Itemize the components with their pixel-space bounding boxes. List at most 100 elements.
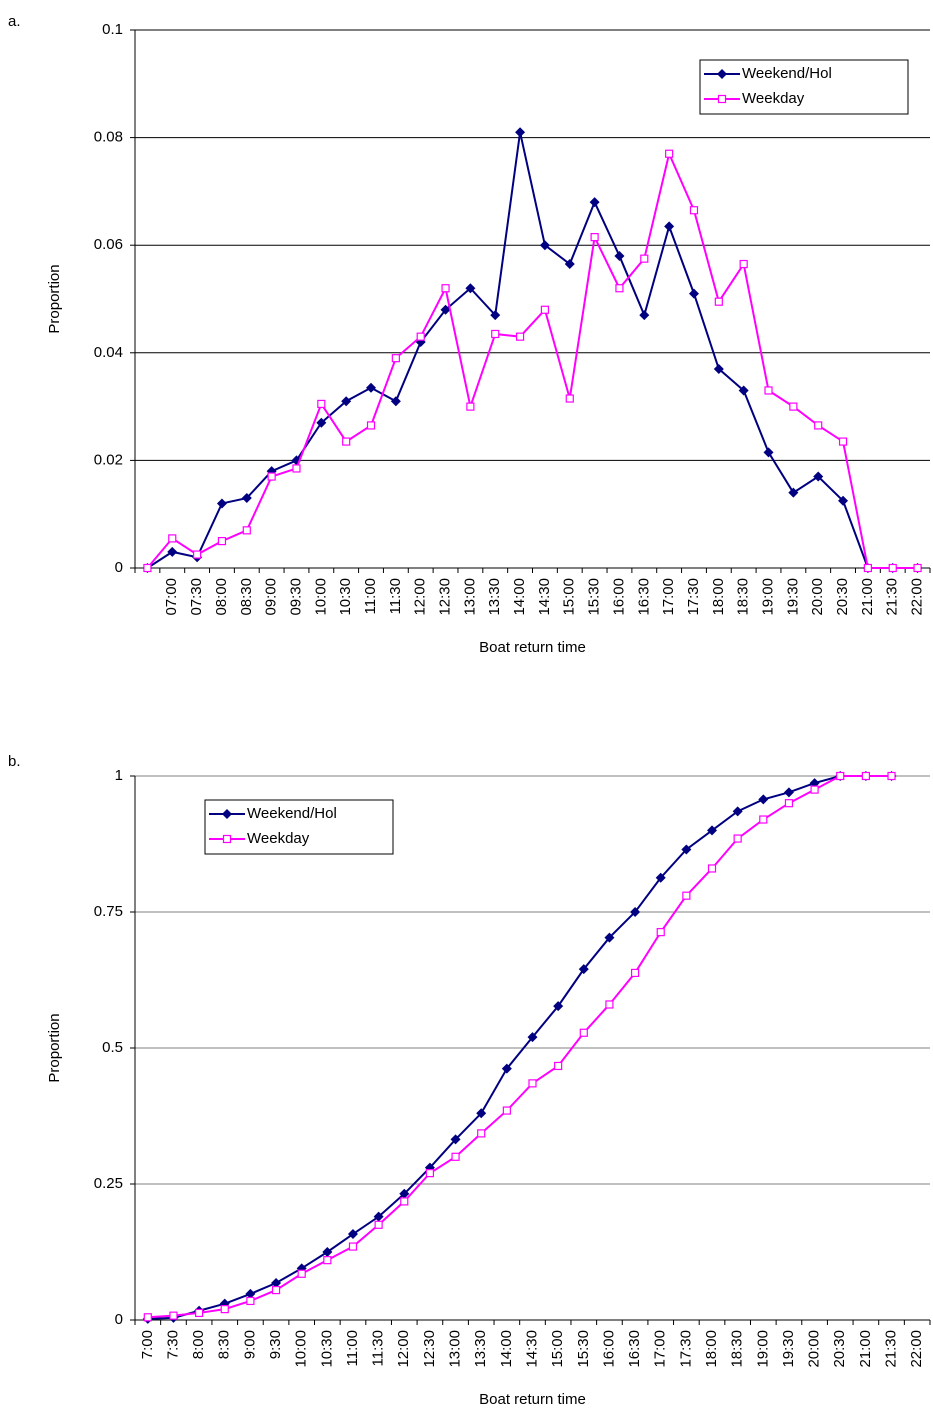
legend-label: Weekend/Hol — [247, 805, 337, 822]
marker — [390, 396, 401, 407]
y-tick-label: 0.1 — [102, 21, 123, 38]
x-tick-label: 19:30 — [780, 1330, 797, 1368]
legend-label: Weekday — [247, 830, 310, 847]
marker — [373, 1211, 384, 1222]
series-line — [147, 775, 892, 1319]
marker — [714, 297, 723, 306]
x-tick-label: 14:30 — [523, 1330, 540, 1368]
x-tick-label: 11:00 — [362, 578, 379, 614]
marker — [656, 928, 665, 937]
marker — [245, 1288, 256, 1299]
marker — [143, 1313, 152, 1322]
y-tick-label: 0.08 — [94, 129, 123, 146]
marker — [267, 472, 276, 481]
x-tick-label: 9:30 — [267, 1330, 284, 1359]
marker — [271, 1285, 281, 1295]
panel-label: a. — [8, 13, 21, 30]
x-tick-label: 16:30 — [626, 1330, 643, 1368]
x-tick-label: 12:30 — [421, 1330, 438, 1368]
marker — [887, 771, 896, 781]
marker — [759, 815, 768, 824]
x-tick-label: 14:30 — [536, 578, 553, 616]
marker — [366, 382, 377, 393]
marker — [539, 240, 550, 251]
marker — [528, 1079, 537, 1088]
marker — [193, 550, 202, 559]
x-tick-label: 07:00 — [163, 578, 180, 616]
x-tick-label: 21:30 — [883, 1330, 900, 1368]
legend-box — [204, 799, 394, 855]
y-tick-label: 0.04 — [94, 344, 123, 361]
x-tick-label: 16:00 — [610, 578, 627, 616]
marker — [605, 1000, 614, 1009]
marker — [490, 310, 501, 321]
marker — [758, 794, 769, 805]
marker — [888, 563, 897, 573]
marker — [604, 932, 615, 943]
x-tick-label: 12:30 — [437, 578, 454, 616]
marker — [640, 254, 649, 263]
marker — [502, 1106, 511, 1115]
x-tick-label: 15:30 — [586, 578, 603, 616]
marker — [297, 1269, 306, 1278]
y-tick-label: 0.02 — [94, 451, 123, 468]
marker — [222, 834, 232, 844]
x-tick-label: 22:00 — [909, 578, 926, 616]
x-tick-label: 08:00 — [213, 578, 230, 616]
marker — [589, 197, 600, 208]
legend-label: Weekend/Hol — [742, 65, 832, 82]
marker — [366, 421, 376, 430]
marker — [763, 447, 774, 458]
marker — [655, 872, 666, 883]
marker — [169, 1311, 178, 1320]
x-tick-label: 10:30 — [337, 578, 354, 616]
x-tick-label: 9:00 — [241, 1330, 258, 1359]
x-tick-label: 10:00 — [312, 578, 329, 616]
marker — [836, 771, 845, 781]
y-tick-label: 0.75 — [94, 903, 123, 920]
marker — [688, 288, 699, 299]
series-line — [146, 132, 918, 569]
x-tick-label: 17:00 — [660, 578, 677, 616]
x-tick-label: 21:00 — [857, 1330, 874, 1368]
marker — [578, 964, 589, 975]
x-tick-label: 7:30 — [164, 1330, 181, 1359]
marker — [783, 787, 794, 798]
y-axis-title: Proportion — [46, 1013, 63, 1082]
x-tick-label: 09:00 — [263, 578, 280, 616]
y-tick-label: 0.06 — [94, 236, 123, 253]
x-tick-label: 15:30 — [575, 1330, 592, 1368]
marker — [863, 563, 872, 573]
marker — [515, 127, 526, 138]
marker — [665, 149, 674, 158]
series-line — [146, 150, 918, 569]
marker — [451, 1152, 460, 1161]
marker — [217, 536, 227, 546]
marker — [527, 1032, 538, 1043]
marker — [707, 825, 718, 836]
y-axis-title: Proportion — [46, 264, 63, 333]
x-tick-label: 13:30 — [472, 1330, 489, 1368]
x-tick-label: 15:00 — [549, 1330, 566, 1368]
x-tick-label: 8:30 — [216, 1330, 233, 1359]
x-tick-label: 19:30 — [784, 578, 801, 616]
marker — [341, 396, 352, 407]
legend-label: Weekday — [742, 90, 805, 107]
marker — [554, 1061, 563, 1071]
x-tick-label: 7:00 — [139, 1330, 156, 1359]
x-tick-label: 18:00 — [710, 578, 727, 616]
x-tick-label: 18:30 — [729, 1330, 746, 1368]
marker — [416, 332, 425, 341]
marker — [477, 1129, 486, 1138]
x-tick-label: 17:00 — [652, 1330, 669, 1368]
marker — [639, 310, 650, 321]
marker — [733, 834, 742, 843]
marker — [739, 259, 748, 269]
x-tick-label: 08:30 — [238, 578, 255, 616]
marker — [515, 332, 525, 341]
marker — [466, 402, 475, 411]
marker — [838, 495, 849, 506]
x-tick-label: 16:30 — [635, 578, 652, 616]
x-tick-label: 12:00 — [412, 578, 429, 616]
x-tick-label: 18:30 — [735, 578, 752, 616]
